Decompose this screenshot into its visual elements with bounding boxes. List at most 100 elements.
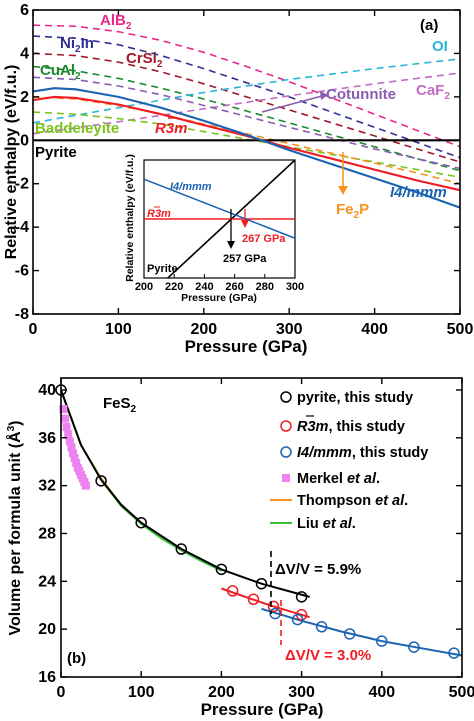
x-tick-label-400: 400 [361,321,388,338]
annotation-dv-3-0: ΔV/V = 3.0% [285,647,371,664]
panel-a-ylabel: Relative enthalpy (eV/f.u.) [3,65,20,260]
point-merkel-et-al-8 [72,458,81,467]
inset-arrowhead-257 [227,241,235,249]
legend-label-thompson: Thompson et al. [297,493,408,509]
legend-label-pyrite: pyrite, this study [297,390,413,406]
x-tick-label-100: 100 [105,321,132,338]
arrowhead-cotunnite [320,91,328,100]
panel-b: 0 100 200 300 400 500 16 20 24 28 32 36 40 Volume pe… [5,377,474,719]
panel-b-xlabel: Pressure (GPa) [201,700,324,719]
label-fe2p: Fe2P [336,201,369,221]
inset-x-tick-label-200: 200 [135,281,153,293]
point-pyrite-this-study-1 [95,475,107,487]
inset-ylabel: Relative enthalpy (eV/f.u.) [124,154,136,282]
y-tick-label--6: -6 [15,263,29,280]
b-y-tick-label-28: 28 [38,525,56,542]
point-i4-mmm-this-study-2 [315,621,328,633]
b-x-tick-label-0: 0 [57,684,66,701]
pyrite-fit [60,389,310,598]
inset-x-tick-label-220: 220 [165,281,183,293]
series-i4-mmm [32,87,461,209]
y-tick-label-4: 4 [20,45,29,62]
arrow-cotunnite [261,95,323,113]
label-alb2: AlB2 [100,12,132,32]
y-tick-label-6: 6 [20,2,29,19]
label-r3m: R3m [155,120,188,137]
inset-series-pyrite [166,160,295,278]
inset-x-tick-label-240: 240 [195,281,213,293]
series-ni2in [32,35,461,159]
point-r3m-this-study-0 [226,585,239,597]
b-x-tick-label-100: 100 [128,684,155,701]
panel-b-label: (b) [67,650,86,667]
point-i4-mmm-this-study-4 [376,635,388,647]
legend-label-liu: Liu et al. [297,516,356,532]
inset-series-i4-mmm [144,178,295,239]
point-i4-mmm-this-study-5 [408,641,420,653]
legend-label-r3m: R3m, this study [297,419,405,435]
series-cotunnite [32,76,461,170]
label-cotunnite: Cotunnite [326,86,396,103]
series-oi [32,58,461,124]
label-pyrite: Pyrite [35,144,77,161]
b-x-tick-label-500: 500 [449,684,474,701]
panel-a-curves [32,24,461,209]
legend-label-i4mmm: I4/mmm, this study [297,445,428,461]
b-y-tick-label-16: 16 [38,669,56,686]
r3m-fit [221,587,310,619]
inset-curves [144,160,295,278]
panel-b-ylabel: Volume per formula unit (Å3) [5,420,24,635]
point-merkel-et-al-0 [59,405,68,414]
annotation-dv-5-9: ΔV/V = 5.9% [275,561,361,578]
inset-label-267: 267 GPa [242,233,286,245]
label-i4mmm: I4/mmm [390,184,447,201]
y-tick-label-0: 0 [20,132,29,149]
panel-b-axes: 0 100 200 300 400 500 16 20 24 28 32 36 40 [38,378,474,701]
b-y-tick-label-40: 40 [38,382,56,399]
y-tick-label--8: -8 [15,306,29,323]
inset-label-pyrite: Pyrite [147,263,178,275]
inset-chart: 200 220 240 260 280 300 Pressure (GPa) Relati… [124,154,304,304]
series-r-3m [32,95,461,192]
i4-mmm-fit [261,607,463,657]
point-pyrite-this-study-4 [215,563,228,576]
inset-axes: 200 220 240 260 280 300 [135,274,304,293]
label-cual2: CuAl2 [40,62,81,82]
b-x-tick-label-300: 300 [288,684,315,701]
legend-marker-pyrite [280,391,292,403]
label-baddeleyite: Baddeleyite [35,120,119,137]
point-merkel-et-al-5 [67,443,76,452]
panel-a-frame [32,9,461,315]
label-oi: OI [432,38,448,55]
panel-a-xlabel: Pressure (GPa) [185,337,308,356]
panel-b-points [55,384,460,659]
series-cual2 [32,65,461,172]
panel-a: 0 100 200 300 400 500 -8 -6 -4 -2 0 2 4 6 Relative en… [3,2,473,356]
point-i4-mmm-this-study-0 [269,607,281,620]
inset-label-257: 257 GPa [223,253,267,265]
point-i4-mmm-this-study-1 [291,613,304,626]
point-r3m-this-study-1 [247,593,260,606]
legend: pyrite, this study R3m, this study I4/mm… [270,390,428,532]
inset-label-r3m: R3m [147,208,171,220]
b-x-tick-label-400: 400 [368,684,395,701]
point-merkel-et-al-2 [62,423,71,432]
panel-b-fit-lines [60,389,463,657]
x-tick-label-0: 0 [29,321,38,338]
point-pyrite-this-study-3 [175,543,188,555]
x-tick-label-200: 200 [190,321,217,338]
inset-x-tick-label-280: 280 [256,281,274,293]
y-tick-label--4: -4 [15,219,29,236]
inset-label-i4mmm: I4/mmm [170,181,212,193]
point-pyrite-this-study-5 [255,577,268,590]
point-r3m-this-study-2 [267,600,280,613]
b-y-tick-label-20: 20 [38,621,56,638]
panel-a-label: (a) [420,17,438,34]
y-tick-label--2: -2 [15,176,29,193]
legend-marker-r3m [280,420,292,432]
panel-b-frame [60,377,463,678]
point-merkel-et-al-7 [70,454,79,463]
label-caf2: CaF2 [416,82,450,102]
point-merkel-et-al-1 [61,414,70,423]
b-y-tick-label-24: 24 [38,573,56,590]
